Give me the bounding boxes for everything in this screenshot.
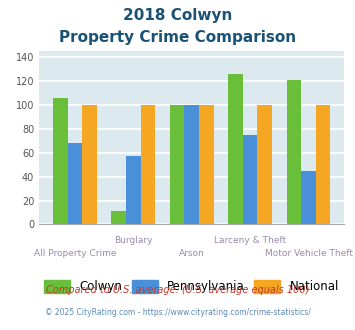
Bar [316, 105, 331, 224]
Bar [111, 211, 126, 224]
Bar [199, 105, 214, 224]
Text: Motor Vehicle Theft: Motor Vehicle Theft [264, 249, 353, 258]
Bar [243, 135, 257, 224]
Bar [257, 105, 272, 224]
Bar [301, 171, 316, 224]
Text: Larceny & Theft: Larceny & Theft [214, 236, 286, 245]
Text: Compared to U.S. average. (U.S. average equals 100): Compared to U.S. average. (U.S. average … [46, 285, 309, 295]
Bar [286, 80, 301, 224]
Text: Burglary: Burglary [114, 236, 153, 245]
Bar [53, 98, 67, 224]
Bar [67, 143, 82, 224]
Bar [126, 156, 141, 224]
Bar [82, 105, 97, 224]
Text: Arson: Arson [179, 249, 204, 258]
Bar [228, 74, 243, 224]
Bar [184, 105, 199, 224]
Legend: Colwyn, Pennsylvania, National: Colwyn, Pennsylvania, National [39, 276, 344, 298]
Bar [170, 105, 184, 224]
Text: 2018 Colwyn: 2018 Colwyn [123, 8, 232, 23]
Bar [141, 105, 155, 224]
Text: Property Crime Comparison: Property Crime Comparison [59, 30, 296, 45]
Text: © 2025 CityRating.com - https://www.cityrating.com/crime-statistics/: © 2025 CityRating.com - https://www.city… [45, 308, 310, 316]
Text: All Property Crime: All Property Crime [34, 249, 116, 258]
